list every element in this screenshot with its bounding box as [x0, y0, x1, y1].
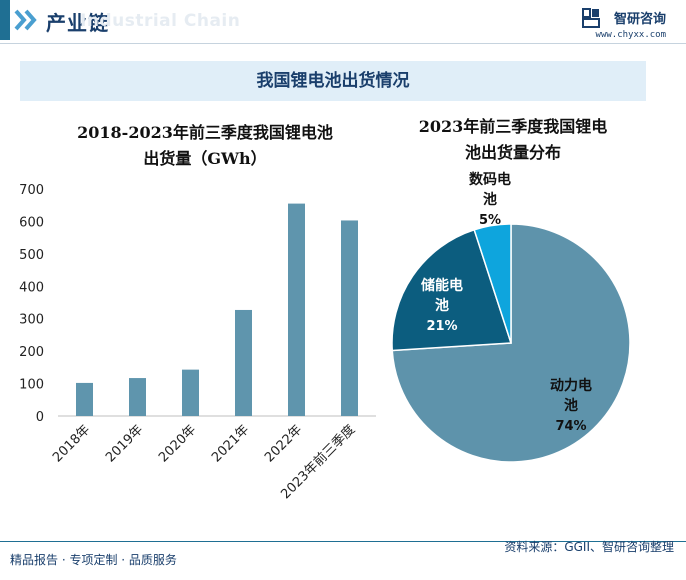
x-tick-label: 2019年 [103, 422, 146, 465]
x-tick-label: 2022年 [262, 422, 305, 465]
y-tick-label: 0 [36, 410, 44, 425]
pie-slice [391, 228, 513, 352]
pie-label-line2: 池 [564, 397, 578, 414]
pie-chart-title: 2023年前三季度我国锂电 池出货量分布 [378, 114, 648, 166]
brand-logo-icon [582, 8, 600, 28]
pie-slice [473, 223, 512, 344]
x-tick-label: 2018年 [50, 422, 93, 465]
chevron-right-icon [14, 9, 37, 31]
y-tick-label: 700 [19, 183, 44, 198]
bar [182, 369, 199, 416]
section-banner: 我国锂电池出货情况 [20, 61, 646, 101]
y-tick-label: 500 [19, 248, 44, 263]
pie-chart-title-line2: 池出货量分布 [464, 143, 561, 162]
footer-slogan: 精品报告 · 专项定制 · 品质服务 [10, 553, 177, 567]
pie-slice [391, 223, 631, 463]
bar [76, 382, 93, 416]
y-tick-label: 600 [19, 215, 44, 230]
bar-chart-title-line2: 出货量（GWh） [143, 149, 267, 168]
pie-label-line1: 动力电 [550, 377, 592, 394]
bar [235, 309, 252, 416]
y-tick-label: 400 [19, 280, 44, 295]
pie-label-line2: 池 [483, 191, 497, 208]
header-accent-bar [0, 0, 10, 40]
footer-divider [0, 541, 686, 542]
bar [341, 220, 358, 416]
pie-percent-label: 74% [555, 419, 586, 434]
brand-url: www.chyxx.com [595, 30, 666, 40]
pie-percent-label: 21% [426, 319, 457, 334]
pie-percent-label: 5% [479, 213, 501, 228]
y-tick-label: 200 [19, 345, 44, 360]
bar [288, 203, 305, 416]
pie-label-line1: 数码电 [469, 171, 511, 188]
bar [129, 378, 146, 416]
brand-name: 智研咨询 [613, 12, 666, 27]
bar-chart-title: 2018-2023年前三季度我国锂电池 出货量（GWh） [40, 120, 370, 172]
x-tick-label: 2021年 [209, 422, 252, 465]
source-note: 资料来源：GGII、智研咨询整理 [504, 540, 674, 554]
header-ghost-text: Industrial Chain [80, 11, 241, 31]
pie-chart-title-line1: 2023年前三季度我国锂电 [418, 117, 608, 136]
pie-label-line1: 储能电 [420, 277, 463, 294]
bar-chart-title-line1: 2018-2023年前三季度我国锂电池 [77, 123, 333, 142]
x-tick-label: 2023年前三季度 [278, 422, 359, 503]
page-header: 产业链 Industrial Chain 智研咨询 www.chyxx.com [0, 0, 686, 44]
pie-label-line2: 池 [435, 297, 449, 314]
y-tick-label: 100 [19, 378, 44, 393]
header-divider [0, 43, 686, 44]
x-tick-label: 2020年 [156, 422, 199, 465]
brand: 智研咨询 www.chyxx.com [596, 8, 666, 40]
header-title: 产业链 [46, 11, 109, 35]
y-tick-label: 300 [19, 313, 44, 328]
